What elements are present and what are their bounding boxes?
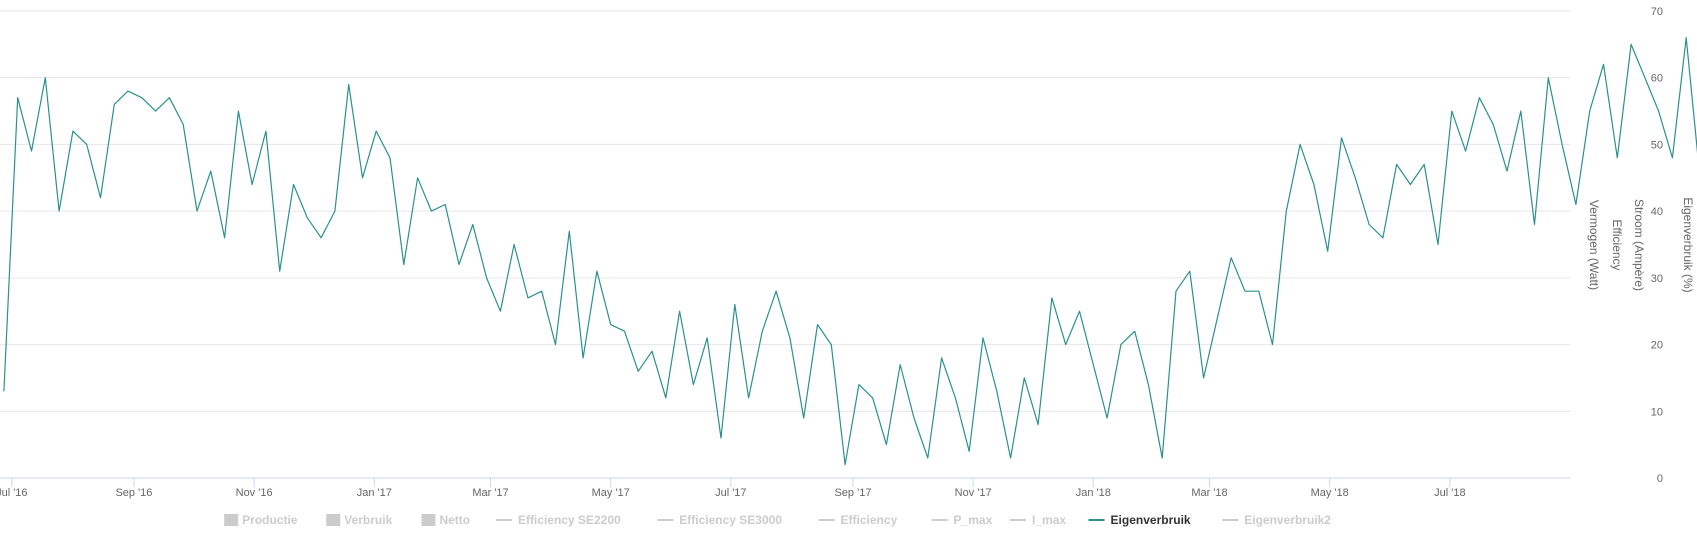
x-tick-label: Jul '18 <box>1434 487 1465 499</box>
y-tick-label: 30 <box>1651 273 1663 285</box>
x-tick-label: Nov '16 <box>236 487 273 499</box>
y-axis-title: Efficiency <box>1610 219 1624 270</box>
legend-item-label[interactable]: P_max <box>954 513 993 527</box>
y-tick-label: 10 <box>1651 406 1663 418</box>
series-line-eigenverbruik <box>3 37 1697 466</box>
x-tick-label: Mar '17 <box>472 487 508 499</box>
legend-item-label[interactable]: Netto <box>439 513 470 527</box>
x-tick-label: Nov '17 <box>955 487 992 499</box>
x-tick-label: Jul '16 <box>0 487 28 499</box>
legend-symbol-rect <box>326 514 341 526</box>
legend-item-label[interactable]: Verbruik <box>344 513 392 527</box>
x-tick-label: Sep '16 <box>115 487 152 499</box>
y-tick-label: 50 <box>1651 139 1663 151</box>
x-tick-label: Jan '18 <box>1076 487 1111 499</box>
y-axis-title: Eigenverbruik (%) <box>1681 197 1695 292</box>
x-tick-label: Sep '17 <box>834 487 871 499</box>
legend-symbol-rect <box>224 514 239 526</box>
x-tick-label: May '17 <box>592 487 630 499</box>
legend-item-label[interactable]: I_max <box>1032 513 1066 527</box>
legend-symbol-rect <box>421 514 436 526</box>
y-axis-title: Vermogen (Watt) <box>1587 200 1601 290</box>
y-tick-label: 60 <box>1651 73 1663 85</box>
y-axis-title: Stroom (Ampère) <box>1632 199 1646 291</box>
y-tick-label: 0 <box>1657 473 1663 485</box>
x-tick-label: Jul '17 <box>715 487 746 499</box>
legend-item-label[interactable]: Eigenverbruik <box>1111 513 1191 527</box>
legend-item-label[interactable]: Efficiency SE3000 <box>679 513 782 527</box>
legend-item-label[interactable]: Efficiency <box>841 513 898 527</box>
y-tick-label: 20 <box>1651 340 1663 352</box>
y-tick-label: 70 <box>1651 6 1663 18</box>
legend-item-label[interactable]: Eigenverbruik2 <box>1244 513 1331 527</box>
legend-item-label[interactable]: Efficiency SE2200 <box>518 513 621 527</box>
legend-item-label[interactable]: Productie <box>242 513 298 527</box>
x-tick-label: May '18 <box>1311 487 1349 499</box>
y-tick-label: 40 <box>1651 206 1663 218</box>
x-tick-label: Jan '17 <box>357 487 392 499</box>
x-tick-label: Mar '18 <box>1191 487 1227 499</box>
